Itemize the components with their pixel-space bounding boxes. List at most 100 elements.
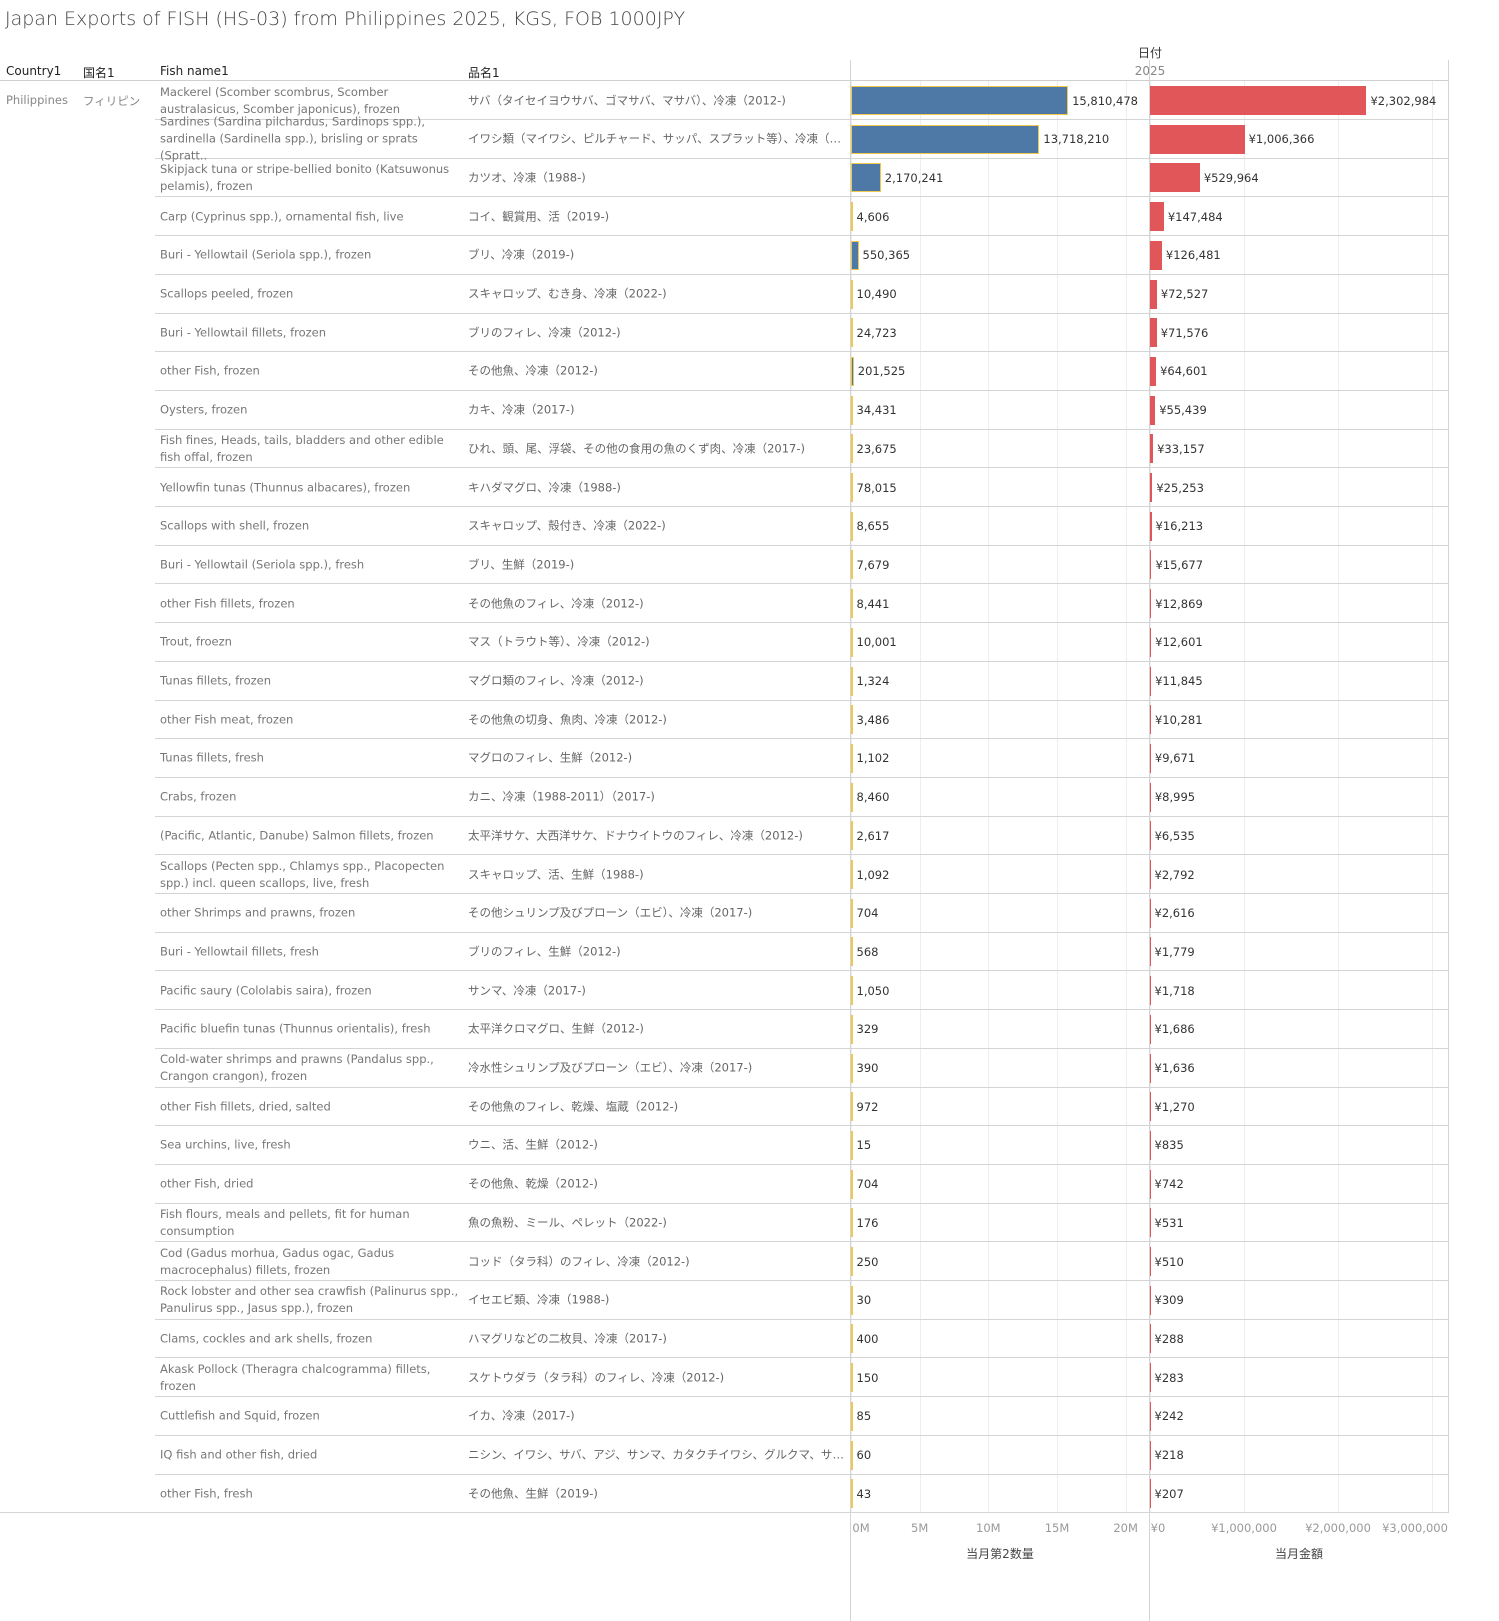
value-bar[interactable] (1150, 1285, 1151, 1315)
quantity-bar[interactable] (851, 86, 1069, 115)
value-bar[interactable] (1150, 240, 1162, 270)
quantity-bar[interactable] (851, 434, 853, 464)
table-row[interactable]: other Fish, frozen その他魚、冷凍（2012-) 201,525 ¥… (0, 352, 1448, 391)
quantity-bar[interactable] (851, 1440, 853, 1470)
table-row[interactable]: Pacific saury (Cololabis saira), frozen サ… (0, 971, 1448, 1011)
quantity-bar[interactable] (851, 511, 853, 541)
table-row[interactable]: Akask Pollock (Theragra chalcogramma) fi… (0, 1358, 1448, 1398)
table-row[interactable]: Pacific bluefin tunas (Thunnus orientali… (0, 1010, 1448, 1049)
value-bar[interactable] (1150, 124, 1245, 154)
quantity-bar[interactable] (851, 821, 853, 851)
table-row[interactable]: Clams, cockles and ark shells, frozen ハマグ… (0, 1319, 1448, 1359)
header-fish-name[interactable]: Fish name1 (160, 64, 229, 78)
quantity-bar[interactable] (851, 1169, 853, 1199)
table-row[interactable]: Fish flours, meals and pellets, fit for … (0, 1203, 1448, 1243)
table-row[interactable]: Tunas fillets, fresh マグロのフィレ、生鮮（2012-) 1,1… (0, 739, 1448, 778)
value-bar[interactable] (1150, 898, 1151, 928)
table-row[interactable]: Crabs, frozen カニ、冷凍（1988-2011）（2017-) 8,46… (0, 778, 1448, 817)
quantity-bar[interactable] (851, 163, 881, 193)
value-bar[interactable] (1150, 1363, 1151, 1393)
table-row[interactable]: (Pacific, Atlantic, Danube) Salmon fille… (0, 816, 1448, 856)
quantity-bar[interactable] (851, 743, 853, 773)
value-bar[interactable] (1150, 550, 1152, 580)
table-row[interactable]: Scallops (Pecten spp., Chlamys spp., Pla… (0, 855, 1448, 894)
header-country[interactable]: Country1 (6, 64, 62, 78)
quantity-bar[interactable] (851, 1092, 853, 1122)
quantity-bar[interactable] (851, 1479, 853, 1509)
quantity-bar[interactable] (851, 1014, 853, 1044)
value-bar[interactable] (1150, 1053, 1151, 1083)
table-row[interactable]: Skipjack tuna or stripe-bellied bonito (… (0, 158, 1448, 198)
table-row[interactable]: other Fish, dried その他魚、乾燥（2012-) 704 ¥742 (0, 1165, 1448, 1204)
value-bar[interactable] (1150, 627, 1152, 657)
quantity-bar[interactable] (851, 976, 853, 1006)
quantity-bar[interactable] (851, 279, 853, 309)
quantity-bar[interactable] (851, 1363, 853, 1393)
value-bar[interactable] (1150, 434, 1154, 464)
quantity-bar[interactable] (851, 1247, 853, 1276)
quantity-bar[interactable] (851, 782, 853, 812)
quantity-bar[interactable] (851, 202, 853, 232)
value-bar[interactable] (1150, 1479, 1151, 1509)
table-row[interactable]: Cold-water shrimps and prawns (Pandalus … (0, 1049, 1448, 1088)
value-bar[interactable] (1150, 705, 1151, 735)
table-row[interactable]: Buri - Yellowtail fillets, frozen ブリのフィレ、… (0, 313, 1448, 353)
quantity-bar[interactable] (851, 550, 853, 580)
quantity-bar[interactable] (851, 1285, 853, 1315)
table-row[interactable]: other Fish, fresh その他魚、生鮮（2019-) 43 ¥207 (0, 1474, 1448, 1514)
value-bar[interactable] (1150, 782, 1151, 812)
value-bar[interactable] (1150, 1208, 1151, 1238)
value-bar[interactable] (1150, 279, 1157, 309)
quantity-bar[interactable] (851, 666, 853, 696)
quantity-bar[interactable] (851, 395, 853, 425)
table-row[interactable]: Scallops peeled, frozen スキャロップ、むき身、冷凍（202… (0, 275, 1448, 314)
table-row[interactable]: Fish fines, Heads, tails, bladders and o… (0, 429, 1448, 469)
value-bar[interactable] (1150, 511, 1152, 541)
value-bar[interactable] (1150, 163, 1200, 193)
value-bar[interactable] (1150, 318, 1157, 348)
value-bar[interactable] (1150, 1092, 1151, 1122)
value-bar[interactable] (1150, 937, 1151, 967)
quantity-bar[interactable] (851, 356, 854, 386)
table-row[interactable]: Buri - Yellowtail fillets, fresh ブリのフィレ、生… (0, 932, 1448, 972)
value-bar[interactable] (1150, 589, 1152, 619)
value-bar[interactable] (1150, 1014, 1151, 1044)
table-row[interactable]: Rock lobster and other sea crawfish (Pal… (0, 1281, 1448, 1320)
header-year[interactable]: 2025 (1100, 64, 1200, 78)
table-row[interactable]: Cod (Gadus morhua, Gadus ogac, Gadus mac… (0, 1242, 1448, 1281)
quantity-bar[interactable] (851, 898, 853, 928)
table-row[interactable]: Sardines (Sardina pilchardus, Sardinops … (0, 115, 1448, 163)
value-bar[interactable] (1150, 821, 1151, 851)
table-row[interactable]: Yellowfin tunas (Thunnus albacares), fro… (0, 468, 1448, 507)
table-row[interactable]: Buri - Yellowtail (Seriola spp.), fresh ブ… (0, 545, 1448, 585)
quantity-bar[interactable] (851, 705, 853, 735)
quantity-bar[interactable] (851, 1324, 853, 1354)
quantity-bar[interactable] (851, 240, 859, 270)
table-row[interactable]: other Shrimps and prawns, frozen その他シュリンプ… (0, 894, 1448, 933)
quantity-bar[interactable] (851, 1130, 853, 1160)
table-row[interactable]: other Fish meat, frozen その他魚の切身、魚肉、冷凍（201… (0, 700, 1448, 740)
value-bar[interactable] (1150, 666, 1152, 696)
quantity-bar[interactable] (851, 473, 853, 502)
table-row[interactable]: Carp (Cyprinus spp.), ornamental fish, l… (0, 197, 1448, 237)
quantity-bar[interactable] (851, 589, 853, 619)
value-bar[interactable] (1150, 860, 1151, 889)
table-row[interactable]: IQ fish and other fish, dried ニシン、イワシ、サバ、… (0, 1436, 1448, 1475)
value-bar[interactable] (1150, 743, 1151, 773)
quantity-bar[interactable] (851, 627, 853, 657)
value-bar[interactable] (1150, 1247, 1151, 1276)
value-bar[interactable] (1150, 1440, 1151, 1470)
value-bar[interactable] (1150, 202, 1164, 232)
table-row[interactable]: Mackerel (Scomber scombrus, Scomber aust… (0, 81, 1448, 120)
table-row[interactable]: Buri - Yellowtail (Seriola spp.), frozen… (0, 236, 1448, 275)
header-country-jp[interactable]: 国名1 (83, 66, 115, 80)
table-row[interactable]: Sea urchins, live, fresh ウニ、活、生鮮（2012-) 15… (0, 1126, 1448, 1165)
table-row[interactable]: Oysters, frozen カキ、冷凍（2017-) 34,431 ¥55,439 (0, 391, 1448, 430)
header-fish-name-jp[interactable]: 品名1 (468, 66, 500, 80)
value-bar[interactable] (1150, 86, 1367, 115)
value-bar[interactable] (1150, 1401, 1151, 1431)
table-row[interactable]: other Fish fillets, dried, salted その他魚のフィ… (0, 1087, 1448, 1127)
table-row[interactable]: Cuttlefish and Squid, frozen イカ、冷凍（2017-)… (0, 1397, 1448, 1436)
quantity-bar[interactable] (851, 860, 853, 889)
quantity-bar[interactable] (851, 1208, 853, 1238)
